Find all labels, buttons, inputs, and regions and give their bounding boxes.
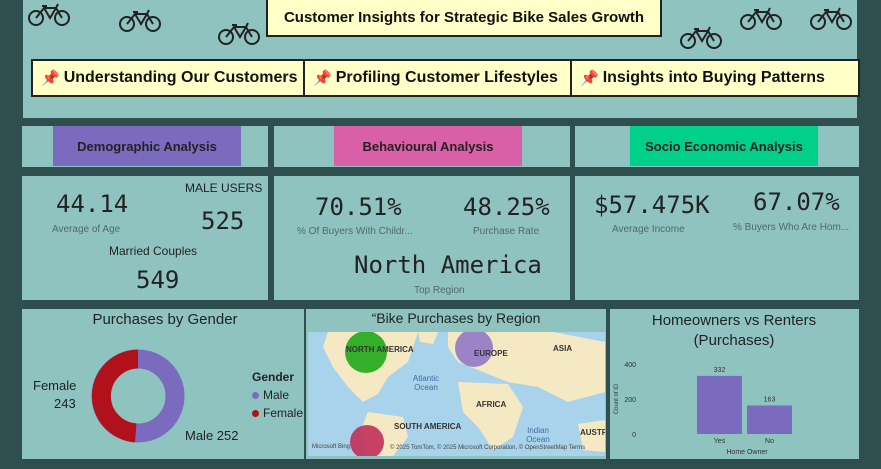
children-pct-value: 70.51% xyxy=(315,193,402,221)
female-value: 243 xyxy=(54,396,76,411)
bicycle-icon xyxy=(680,26,722,49)
y-tick-label: 200 xyxy=(624,397,636,404)
socio-economic-analysis-button[interactable]: Socio Economic Analysis xyxy=(630,126,818,166)
bar-yes[interactable] xyxy=(697,375,742,434)
region-map[interactable]: NORTH AMERICA EUROPE ASIA AFRICA SOUTH A… xyxy=(308,332,605,456)
behavioural-kpi-panel xyxy=(274,176,570,300)
tab-understanding-customers[interactable]: 📌 Understanding Our Customers xyxy=(31,59,305,97)
map-attribution[interactable]: © 2025 TomTom, © 2025 Microsoft Corporat… xyxy=(390,445,586,451)
y-tick-label: 400 xyxy=(624,362,636,369)
children-pct-label: % Of Buyers With Childr... xyxy=(297,226,413,237)
map-label-atlantic: Atlantic Ocean xyxy=(412,374,440,392)
map-bubble-pacific[interactable] xyxy=(350,425,384,456)
map-label-south-america: SOUTH AMERICA xyxy=(394,422,462,431)
female-label: Female xyxy=(33,378,77,393)
map-label-asia: ASIA xyxy=(553,344,573,353)
avg-age-label: Average of Age xyxy=(52,224,121,235)
purchase-rate-value: 48.25% xyxy=(463,193,550,221)
legend-title: Gender xyxy=(252,370,295,384)
tab-label: Insights into Buying Patterns xyxy=(602,69,825,86)
top-region-value: North America xyxy=(354,251,542,279)
avg-income-label: Average Income xyxy=(612,224,685,235)
gender-donut-chart[interactable] xyxy=(88,346,188,446)
tab-buying-patterns[interactable]: 📌 Insights into Buying Patterns xyxy=(570,59,860,97)
male-users-label: MALE USERS xyxy=(185,181,263,195)
map-title: “Bike Purchases by Region xyxy=(371,310,541,326)
male-label: Male 252 xyxy=(185,428,239,443)
legend-item-female[interactable]: Female xyxy=(252,406,303,420)
donut-slice-female[interactable] xyxy=(91,349,139,443)
homeowner-chart-title: Homeowners vs Renters (Purchases) xyxy=(651,312,817,349)
homeowner-bar-chart[interactable]: 0 200 400 Count of ID 332 Yes 163 No Home Owner xyxy=(612,352,857,458)
demographic-analysis-button[interactable]: Demographic Analysis xyxy=(53,126,241,166)
map-bubble-europe[interactable] xyxy=(455,332,493,367)
bicycle-icon xyxy=(28,3,70,26)
pushpin-icon: 📌 xyxy=(41,70,60,87)
legend-swatch xyxy=(252,409,259,417)
map-label-north-america: NORTH AMERICA xyxy=(346,345,414,354)
y-axis-label: Count of ID xyxy=(614,383,620,414)
bicycle-icon xyxy=(218,22,260,45)
socio-kpi-panel xyxy=(575,176,859,300)
avg-income-value: $57.475K xyxy=(594,191,710,219)
tab-profiling-lifestyles[interactable]: 📌 Profiling Customer Lifestyles xyxy=(303,59,572,97)
map-bubble-north-america[interactable] xyxy=(345,332,387,373)
top-region-label: Top Region xyxy=(414,285,465,296)
bicycle-icon xyxy=(119,9,161,32)
married-couples-value: 549 xyxy=(136,266,180,294)
map-label-europe: EUROPE xyxy=(474,349,508,358)
x-tick-label: No xyxy=(765,438,774,445)
y-tick-label: 0 xyxy=(632,432,636,439)
bar-no[interactable] xyxy=(747,405,792,434)
male-users-value: 525 xyxy=(201,207,245,235)
legend-swatch xyxy=(252,391,259,399)
bicycle-icon xyxy=(810,7,852,30)
homeowner-pct-label: % Buyers Who Are Hom... xyxy=(733,222,850,233)
legend-item-male[interactable]: Male xyxy=(252,388,289,402)
pushpin-icon: 📌 xyxy=(313,70,332,87)
legend-label: Male xyxy=(263,388,290,402)
bing-logo: Microsoft Bing xyxy=(312,444,351,450)
x-axis-label: Home Owner xyxy=(726,449,768,456)
tab-label: Understanding Our Customers xyxy=(63,69,298,86)
demographic-kpi-panel xyxy=(22,176,268,300)
world-map-graphic xyxy=(323,332,605,456)
avg-age-value: 44.14 xyxy=(56,190,129,218)
homeowner-pct-value: 67.07% xyxy=(753,188,840,216)
data-label: 332 xyxy=(714,367,726,374)
pushpin-icon: 📌 xyxy=(580,70,599,87)
tab-label: Profiling Customer Lifestyles xyxy=(335,69,558,86)
map-label-indian: Indian Ocean xyxy=(526,426,550,444)
purchase-rate-label: Purchase Rate xyxy=(473,226,540,237)
married-couples-label: Married Couples xyxy=(109,244,198,258)
x-tick-label: Yes xyxy=(714,438,726,445)
bicycle-icon xyxy=(740,7,782,30)
page-title: Customer Insights for Strategic Bike Sal… xyxy=(266,0,662,37)
behavioural-analysis-button[interactable]: Behavioural Analysis xyxy=(334,126,522,166)
map-label-africa: AFRICA xyxy=(476,400,507,409)
legend-label: Female xyxy=(263,406,304,420)
gender-chart-title: Purchases by Gender xyxy=(92,311,238,328)
data-label: 163 xyxy=(764,396,776,403)
